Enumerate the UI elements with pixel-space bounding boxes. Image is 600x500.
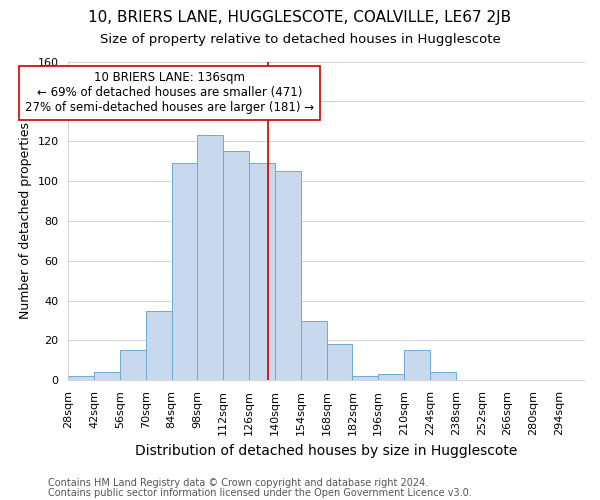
Bar xyxy=(120,350,146,380)
Bar xyxy=(172,163,197,380)
Text: Size of property relative to detached houses in Hugglescote: Size of property relative to detached ho… xyxy=(100,32,500,46)
Bar xyxy=(249,163,275,380)
Bar xyxy=(301,320,326,380)
Text: 10, BRIERS LANE, HUGGLESCOTE, COALVILLE, LE67 2JB: 10, BRIERS LANE, HUGGLESCOTE, COALVILLE,… xyxy=(88,10,512,25)
Bar xyxy=(94,372,120,380)
Bar xyxy=(352,376,378,380)
Text: 10 BRIERS LANE: 136sqm
← 69% of detached houses are smaller (471)
27% of semi-de: 10 BRIERS LANE: 136sqm ← 69% of detached… xyxy=(25,72,314,114)
Bar xyxy=(326,344,352,380)
Text: Contains HM Land Registry data © Crown copyright and database right 2024.: Contains HM Land Registry data © Crown c… xyxy=(48,478,428,488)
Bar xyxy=(378,374,404,380)
Bar xyxy=(223,151,249,380)
Y-axis label: Number of detached properties: Number of detached properties xyxy=(19,122,32,320)
Bar xyxy=(197,135,223,380)
Bar xyxy=(275,171,301,380)
X-axis label: Distribution of detached houses by size in Hugglescote: Distribution of detached houses by size … xyxy=(136,444,518,458)
Bar xyxy=(68,376,94,380)
Bar xyxy=(430,372,456,380)
Bar xyxy=(404,350,430,380)
Text: Contains public sector information licensed under the Open Government Licence v3: Contains public sector information licen… xyxy=(48,488,472,498)
Bar xyxy=(146,310,172,380)
